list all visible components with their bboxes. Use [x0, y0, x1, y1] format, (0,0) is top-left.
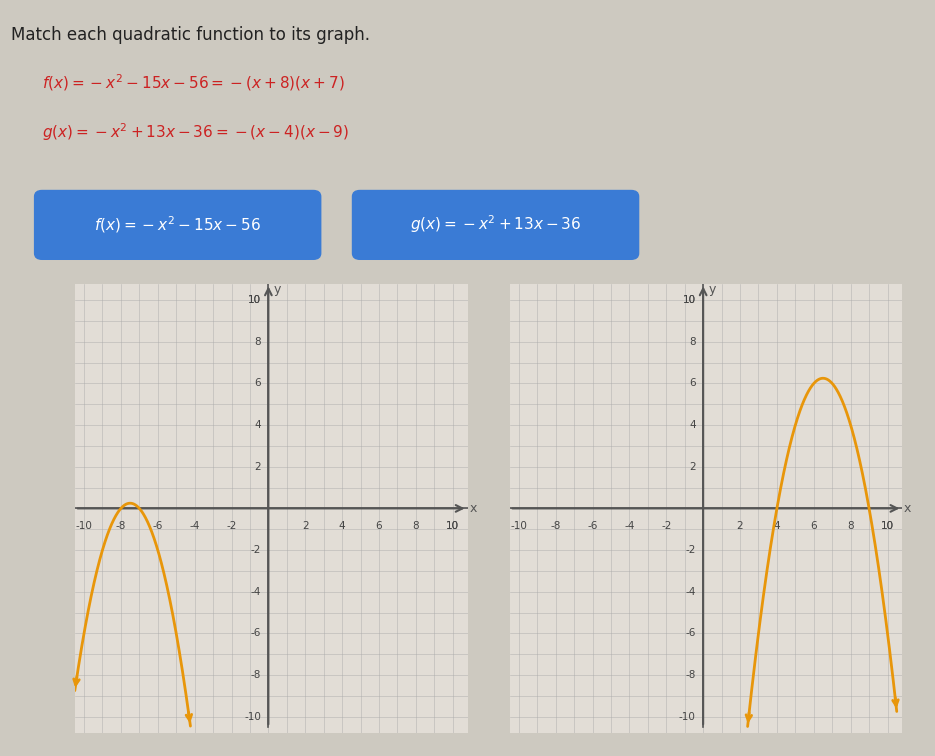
Text: 4: 4 [338, 521, 345, 531]
Text: 6: 6 [689, 379, 696, 389]
Text: -10: -10 [679, 711, 696, 722]
Text: 4: 4 [254, 420, 261, 430]
Text: -2: -2 [661, 521, 671, 531]
Text: 2: 2 [737, 521, 743, 531]
Text: 8: 8 [254, 337, 261, 347]
Text: $g(x) = -x^2 + 13x - 36 = -(x - 4)(x - 9)$: $g(x) = -x^2 + 13x - 36 = -(x - 4)(x - 9… [42, 121, 349, 143]
Text: 10: 10 [248, 295, 261, 305]
Text: -8: -8 [251, 670, 261, 680]
Text: 4: 4 [773, 521, 780, 531]
Text: -4: -4 [685, 587, 696, 596]
Text: -4: -4 [625, 521, 635, 531]
Text: $f(x) = -x^2 - 15x - 56$: $f(x) = -x^2 - 15x - 56$ [94, 214, 261, 235]
Text: 10: 10 [248, 295, 261, 305]
Text: -6: -6 [685, 628, 696, 638]
Text: 2: 2 [254, 462, 261, 472]
Text: 2: 2 [302, 521, 309, 531]
Text: 6: 6 [811, 521, 817, 531]
Text: $f(x) = -x^2 - 15x - 56 = -(x + 8)(x + 7)$: $f(x) = -x^2 - 15x - 56 = -(x + 8)(x + 7… [42, 72, 345, 92]
Text: -2: -2 [685, 545, 696, 555]
Text: 8: 8 [412, 521, 419, 531]
Text: $g(x) = -x^2 + 13x - 36$: $g(x) = -x^2 + 13x - 36$ [410, 214, 582, 235]
FancyBboxPatch shape [352, 191, 639, 259]
Text: -6: -6 [251, 628, 261, 638]
Text: -8: -8 [116, 521, 126, 531]
Text: -4: -4 [190, 521, 200, 531]
Text: -6: -6 [587, 521, 597, 531]
Text: -2: -2 [251, 545, 261, 555]
Text: 10: 10 [683, 295, 696, 305]
Text: -2: -2 [226, 521, 237, 531]
Text: 10: 10 [446, 521, 459, 531]
Text: 10: 10 [881, 521, 894, 531]
Text: 6: 6 [254, 379, 261, 389]
Text: -8: -8 [685, 670, 696, 680]
Text: 2: 2 [689, 462, 696, 472]
Text: x: x [469, 502, 477, 515]
Text: -10: -10 [244, 711, 261, 722]
Text: y: y [709, 284, 716, 296]
Text: 4: 4 [689, 420, 696, 430]
Text: 8: 8 [847, 521, 854, 531]
Text: -4: -4 [251, 587, 261, 596]
Text: -10: -10 [511, 521, 527, 531]
Text: 10: 10 [446, 521, 459, 531]
Text: 10: 10 [683, 295, 696, 305]
Text: 10: 10 [881, 521, 894, 531]
Text: y: y [274, 284, 281, 296]
Text: -6: -6 [152, 521, 163, 531]
Text: 6: 6 [376, 521, 382, 531]
Text: -8: -8 [551, 521, 561, 531]
Text: 8: 8 [689, 337, 696, 347]
Text: -10: -10 [76, 521, 93, 531]
Text: x: x [904, 502, 912, 515]
FancyBboxPatch shape [35, 191, 321, 259]
Text: Match each quadratic function to its graph.: Match each quadratic function to its gra… [11, 26, 370, 45]
